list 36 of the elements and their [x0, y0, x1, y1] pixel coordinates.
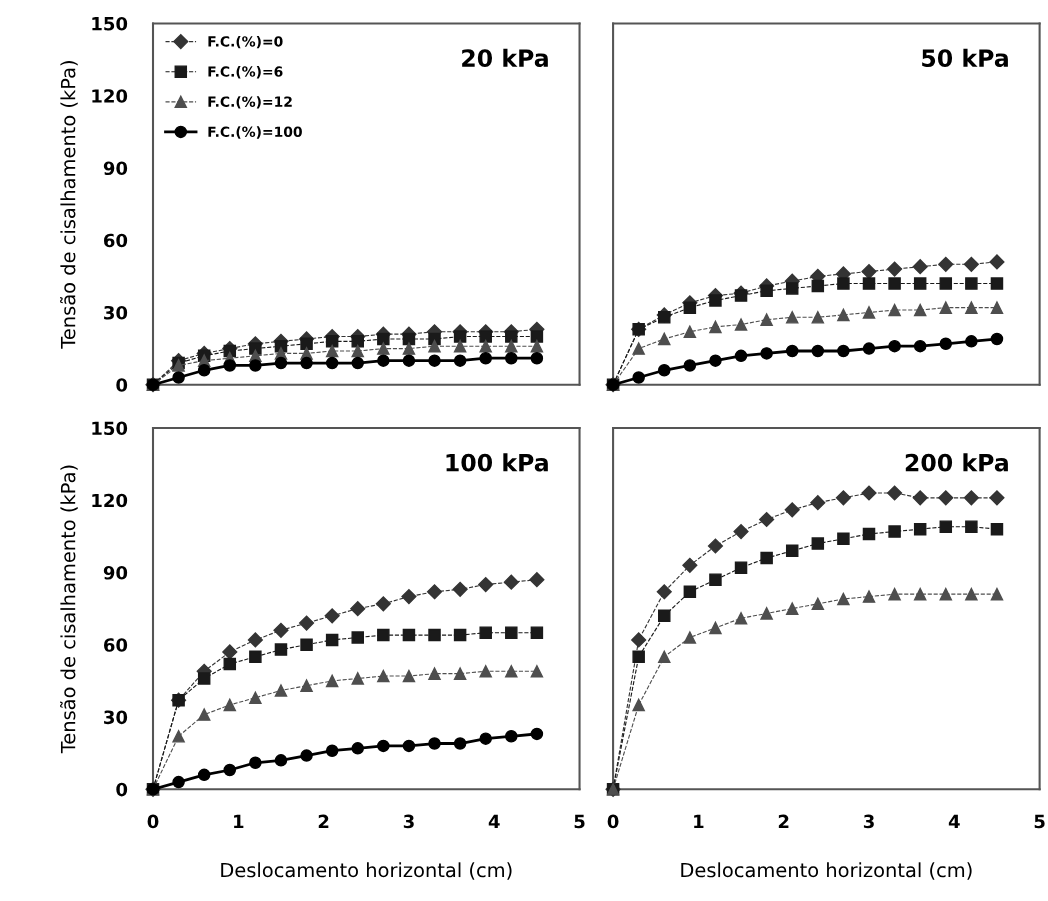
x-tick-label: 5 [1034, 814, 1045, 829]
x-tick-label: 1 [694, 814, 704, 828]
y-tick-label: 0 [116, 782, 128, 797]
x-tick-label: 4 [948, 814, 960, 828]
y-tick-label: 30 [104, 710, 128, 725]
legend-label: F.C.(%)=12 [208, 96, 292, 109]
text: 50 kPa [922, 48, 1008, 67]
x-tick-label: 3 [863, 814, 874, 829]
x-tick-label: 2 [778, 814, 789, 828]
x-axis-title: Deslocamento horizontal (cm) [221, 862, 512, 880]
y-tick-label: 60 [104, 638, 128, 652]
x-tick-label: 5 [574, 814, 585, 829]
y-tick-label: 0 [116, 378, 128, 392]
y-tick-label: 90 [103, 565, 128, 580]
y-tick-label: 30 [104, 305, 128, 320]
x-tick-label: 1 [234, 814, 244, 828]
x-tick-label: 0 [147, 814, 159, 829]
y-axis-title: Tensão de cisalhamento (kPa) [60, 61, 78, 349]
legend-label: F.C.(%)=0 [208, 35, 283, 49]
x-tick-label: 2 [318, 814, 329, 828]
x-tick-label: 0 [607, 814, 619, 829]
legend-label: F.C.(%)=6 [208, 66, 283, 79]
y-tick-label: 90 [103, 161, 128, 176]
x-axis-title: Deslocamento horizontal (cm) [681, 862, 972, 880]
y-tick-label: 60 [104, 233, 128, 248]
y-tick-label: 150 [92, 16, 128, 31]
y-tick-label: 120 [92, 493, 128, 508]
text: 20 kPa [462, 48, 548, 67]
x-tick-label: 3 [403, 814, 414, 829]
y-tick-label: 150 [92, 421, 128, 436]
text: 100 kPa [446, 453, 548, 472]
y-tick-label: 120 [92, 89, 128, 103]
text: 200 kPa [905, 453, 1008, 472]
y-axis-title: Tensão de cisalhamento (kPa) [60, 465, 78, 754]
legend-label: F.C.(%)=100 [208, 126, 302, 139]
x-tick-label: 4 [488, 814, 500, 828]
